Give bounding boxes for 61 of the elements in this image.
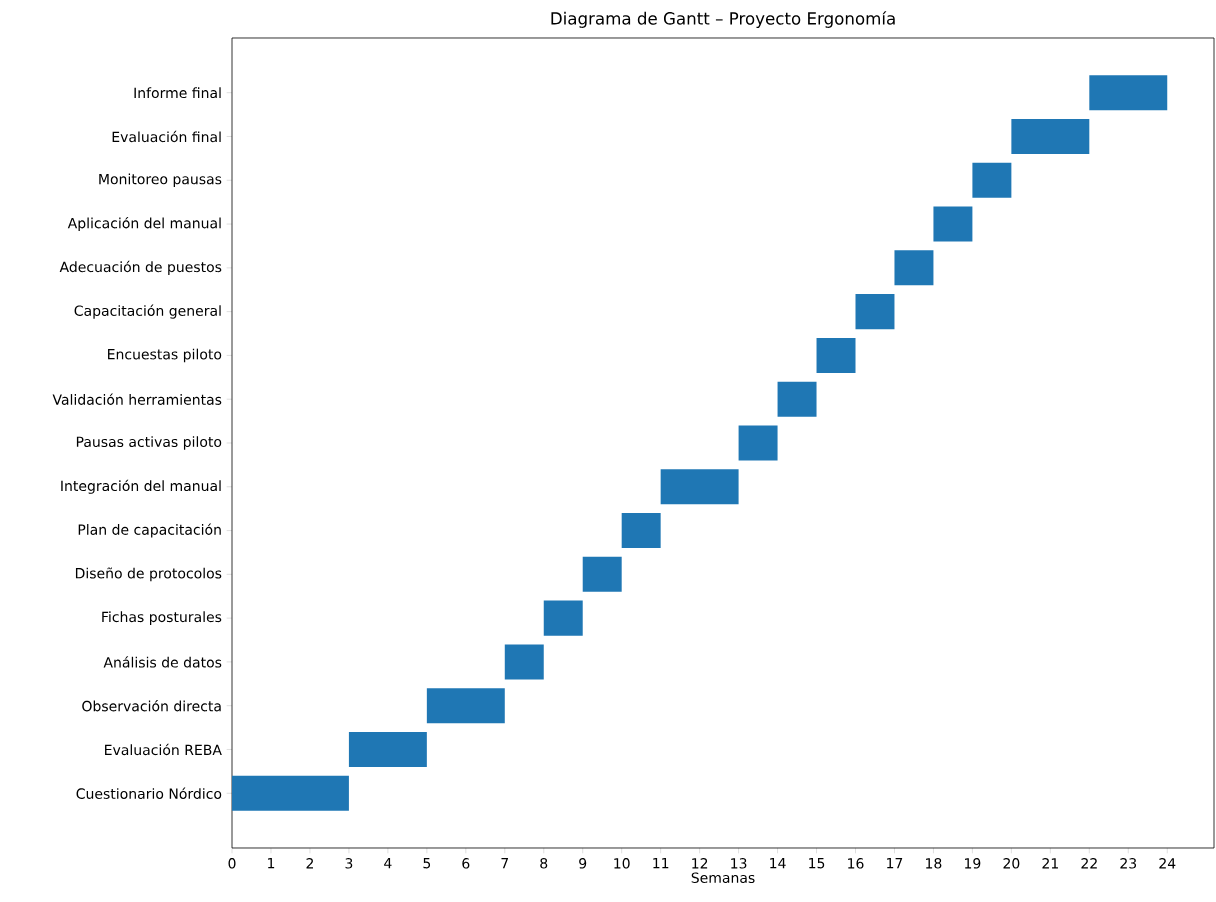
chart-title: Diagrama de Gantt – Proyecto Ergonomía: [551, 11, 895, 28]
x-tick-label: 16: [848, 858, 864, 869]
bar: [1089, 75, 1168, 111]
x-tick-label: 5: [423, 858, 431, 869]
x-tick-label: 2: [306, 858, 313, 869]
x-tick-label: 23: [1120, 858, 1137, 869]
x-tick-label: 17: [887, 858, 903, 869]
x-tick-label: 15: [809, 858, 825, 869]
bar: [933, 206, 973, 242]
x-tick-label: 4: [384, 858, 392, 869]
y-tick-label: Capacitación general: [74, 304, 221, 319]
x-tick-label: 18: [926, 858, 942, 869]
y-tick-label: Plan de capacitación: [78, 523, 221, 538]
bar: [738, 425, 778, 461]
y-tick-label: Integración del manual: [61, 479, 221, 494]
y-tick-label: Encuestas piloto: [108, 348, 222, 363]
bar: [777, 381, 817, 417]
y-tick-label: Adecuación de puestos: [59, 260, 222, 275]
x-tick-label: 3: [345, 858, 353, 869]
x-tick-label: 22: [1081, 858, 1097, 869]
bar: [621, 513, 661, 549]
x-tick-label: 14: [770, 858, 786, 869]
y-tick-label: Monitoreo pausas: [99, 173, 222, 188]
y-tick-label: Pausas activas piloto: [76, 436, 222, 450]
y-tick-label: Aplicación del manual: [67, 217, 221, 232]
bar: [232, 775, 349, 811]
bar: [348, 731, 427, 767]
y-tick-label: Evaluación final: [112, 130, 221, 143]
bar: [426, 688, 505, 724]
y-tick-label: Validación herramientas: [52, 393, 222, 405]
y-tick-label: Diseño de protocolos: [75, 567, 222, 582]
x-tick-label: 9: [579, 858, 587, 869]
x-axis-title: Semanas: [691, 872, 755, 884]
x-tick-label: 6: [462, 858, 470, 869]
x-tick-label: 1: [268, 858, 275, 869]
x-tick-label: 12: [692, 858, 708, 869]
x-tick-label: 19: [965, 858, 981, 869]
x-tick-label: 8: [540, 858, 548, 869]
bar: [582, 556, 622, 592]
bar: [660, 469, 739, 505]
bar: [972, 162, 1012, 198]
x-tick-label: 13: [731, 858, 747, 869]
x-tick-label: 10: [614, 858, 630, 869]
y-tick-label: Cuestionario Nórdico: [76, 787, 222, 799]
x-tick-label: 24: [1159, 858, 1176, 869]
x-tick-label: 0: [228, 858, 236, 869]
y-tick-label: Informe final: [134, 87, 221, 99]
bar: [543, 600, 583, 636]
y-tick-label: Análisis de datos: [103, 656, 222, 668]
bar: [1011, 118, 1090, 155]
x-tick-label: 21: [1042, 858, 1058, 869]
x-tick-label: 11: [653, 858, 669, 869]
bar: [894, 250, 934, 286]
bar: [855, 294, 895, 330]
x-tick-label: 7: [501, 858, 509, 869]
y-tick-label: Observación directa: [82, 700, 221, 712]
y-tick-label: Evaluación REBA: [105, 743, 222, 756]
bar: [816, 337, 856, 373]
y-tick-label: Fichas posturales: [102, 611, 222, 625]
x-tick-label: 20: [1003, 858, 1020, 869]
bar: [504, 644, 544, 680]
